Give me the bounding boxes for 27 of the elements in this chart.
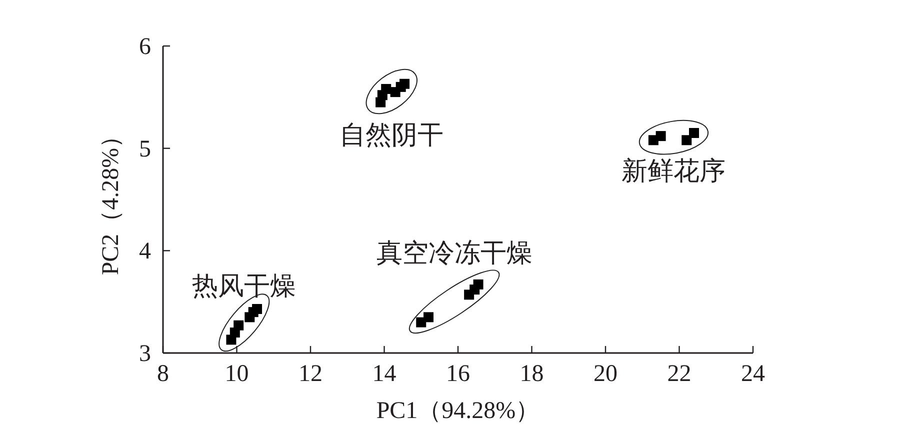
series-label: 新鲜花序	[622, 156, 726, 186]
x-tick-label: 22	[667, 361, 692, 387]
x-tick-label: 18	[520, 361, 544, 387]
point	[689, 128, 699, 138]
point	[424, 312, 434, 322]
series-label: 真空冷冻干燥	[376, 238, 532, 268]
y-tick-label: 3	[139, 341, 151, 367]
y-axis-title: PC2（4.28%）	[98, 124, 124, 276]
x-tick-label: 16	[446, 361, 470, 387]
point	[400, 78, 410, 89]
x-tick-label: 24	[741, 361, 765, 387]
series-label: 热风干燥	[192, 272, 296, 301]
x-axis-title: PC1（94.28%）	[376, 398, 540, 424]
x-tick-label: 10	[224, 361, 249, 387]
x-tick-label: 8	[157, 361, 169, 387]
series-label: 自然阴干	[340, 120, 444, 150]
point	[656, 131, 666, 142]
x-tick-label: 14	[372, 361, 396, 387]
x-tick-label: 20	[594, 361, 618, 387]
y-tick-label: 5	[139, 136, 151, 162]
x-tick-label: 12	[298, 361, 322, 387]
point	[252, 304, 262, 314]
point	[473, 279, 484, 290]
y-tick-label: 6	[139, 34, 151, 60]
point	[682, 135, 692, 146]
y-tick-label: 4	[139, 238, 151, 265]
point	[234, 320, 244, 330]
